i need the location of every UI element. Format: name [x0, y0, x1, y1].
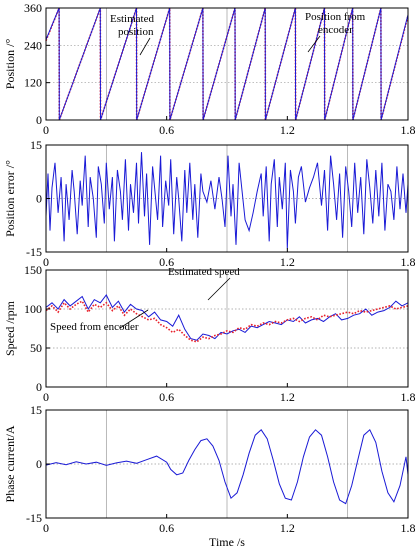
- x-tick-label: 1.2: [280, 255, 295, 269]
- x-tick-label: 0: [43, 390, 49, 404]
- y-tick-label: 15: [30, 138, 42, 152]
- annotation-speed-from-encoder: Speed from encoder: [50, 321, 139, 333]
- annotation-estimated-speed: Estimated speed: [168, 266, 240, 278]
- x-tick-label: 0.6: [159, 521, 174, 535]
- y-axis-label: Position error /°: [3, 160, 17, 237]
- y-tick-label: 0: [36, 457, 42, 471]
- x-tick-label: 1.8: [401, 390, 416, 404]
- y-tick-label: 50: [30, 341, 42, 355]
- x-tick-label: 0: [43, 123, 49, 137]
- x-tick-label: 1.2: [280, 521, 295, 535]
- y-tick-label: 120: [24, 76, 42, 90]
- x-tick-label: 1.2: [280, 390, 295, 404]
- y-tick-label: 0: [36, 192, 42, 206]
- series-line-1: [45, 7, 409, 121]
- x-axis-label: Time /s: [209, 535, 245, 549]
- annotation-pointer-3: [119, 309, 149, 329]
- series-line-0: [45, 428, 409, 505]
- annotation-position-from-encoder-line2: encoder: [318, 24, 353, 36]
- annotation-pointer-2: [207, 277, 231, 301]
- y-tick-label: 100: [24, 302, 42, 316]
- annotation-pointer-1: [307, 35, 321, 53]
- annotation-estimated-position-line1: Estimated: [110, 13, 154, 25]
- x-tick-label: 1.8: [401, 521, 416, 535]
- y-tick-label: 0: [36, 113, 42, 127]
- x-tick-label: 1.8: [401, 255, 416, 269]
- series-line-1: [45, 300, 409, 343]
- x-tick-label: 1.2: [280, 123, 295, 137]
- x-tick-label: 1.8: [401, 123, 416, 137]
- position-panel: 0 0.6 1.2 1.8 0 120 240 360 Position /°: [3, 1, 416, 137]
- speed-panel: 0 0.6 1.2 1.8 0 50 100 150 Speed /rpm: [3, 263, 416, 404]
- y-tick-label: 0: [36, 380, 42, 394]
- y-tick-label: 15: [30, 403, 42, 417]
- x-tick-label: 0: [43, 255, 49, 269]
- y-axis-label: Phase current/A: [3, 425, 17, 502]
- series-line-0: [45, 294, 409, 341]
- y-axis-label: Position /°: [3, 39, 17, 90]
- x-tick-label: 0.6: [159, 123, 174, 137]
- x-tick-label: 0.6: [159, 390, 174, 404]
- annotation-pointer-0: [139, 37, 151, 56]
- y-tick-label: 240: [24, 38, 42, 52]
- x-tick-label: 0.6: [159, 255, 174, 269]
- x-tick-label: 0: [43, 521, 49, 535]
- y-axis-label: Speed /rpm: [3, 300, 17, 356]
- y-tick-label: 360: [24, 1, 42, 15]
- y-tick-label: -15: [26, 511, 42, 525]
- plot-frame: [45, 269, 409, 388]
- series-line-0: [45, 152, 409, 249]
- plot-frame: [45, 7, 409, 121]
- annotation-position-from-encoder-line1: Position from: [305, 11, 366, 23]
- annotation-estimated-position-line2: position: [118, 26, 154, 38]
- y-tick-label: -15: [26, 245, 42, 259]
- y-tick-label: 150: [24, 263, 42, 277]
